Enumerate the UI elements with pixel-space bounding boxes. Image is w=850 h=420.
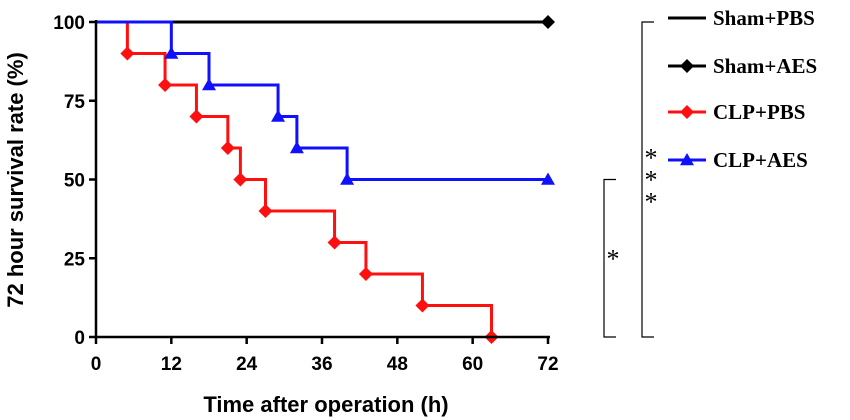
data-point-clp-pbs (258, 204, 273, 218)
data-point-clp-aes (340, 172, 355, 185)
x-tick-label: 72 (537, 354, 558, 375)
y-tick-label: 75 (64, 92, 86, 113)
significance-label: * (607, 244, 620, 273)
legend-marker-clp-aes (680, 153, 694, 166)
data-point-clp-pbs (358, 267, 373, 281)
significance-brackets: **** (603, 21, 658, 338)
x-tick-label: 48 (387, 354, 408, 375)
data-point-sham-aes (541, 15, 555, 29)
y-axis-ticks: 0 25 50 75 100 (53, 13, 96, 349)
legend-marker-sham-aes (680, 59, 694, 73)
data-point-clp-aes (289, 141, 304, 154)
x-axis-title: Time after operation (h) (203, 392, 448, 417)
x-tick-label: 36 (311, 354, 332, 375)
x-tick-label: 60 (462, 354, 483, 375)
data-point-clp-pbs (189, 109, 204, 124)
y-tick-label: 0 (74, 328, 85, 349)
legend-label-clp-pbs: CLP+PBS (713, 100, 805, 124)
data-point-clp-pbs (220, 141, 235, 155)
data-point-clp-aes (541, 172, 555, 185)
x-tick-label: 24 (236, 354, 258, 375)
y-tick-label: 100 (53, 13, 85, 34)
data-point-clp-aes (202, 78, 216, 91)
data-point-clp-pbs (327, 235, 342, 250)
series-line-clp-aes (96, 20, 548, 181)
legend-label-clp-aes: CLP+AES (713, 148, 808, 172)
data-point-clp-aes (271, 109, 286, 122)
significance-label: * (645, 188, 658, 217)
data-point-clp-pbs (233, 172, 248, 187)
x-axis-ticks: 0 12 24 36 48 60 72 (91, 337, 559, 375)
series-markers (120, 15, 555, 344)
legend-label-sham-pbs: Sham+PBS (713, 6, 815, 30)
y-axis-title: 72 hour survival rate (%) (3, 52, 28, 308)
data-point-clp-aes (164, 46, 179, 59)
y-tick-label: 50 (64, 171, 85, 192)
series-lines (96, 20, 548, 337)
significance-label: * (645, 144, 658, 173)
legend-marker-clp-pbs (680, 105, 694, 119)
significance-bracket (641, 21, 654, 338)
data-point-clp-pbs (415, 298, 430, 313)
data-point-clp-pbs (120, 46, 135, 61)
legend: Sham+PBS Sham+AES CLP+PBS CLP+AES (668, 6, 817, 172)
significance-bracket (603, 178, 616, 338)
x-tick-label: 12 (161, 354, 182, 375)
x-tick-label: 0 (91, 354, 102, 375)
y-tick-label: 25 (64, 249, 86, 270)
data-point-clp-pbs (158, 78, 173, 92)
legend-label-sham-aes: Sham+AES (713, 54, 817, 78)
significance-label: * (645, 166, 658, 195)
